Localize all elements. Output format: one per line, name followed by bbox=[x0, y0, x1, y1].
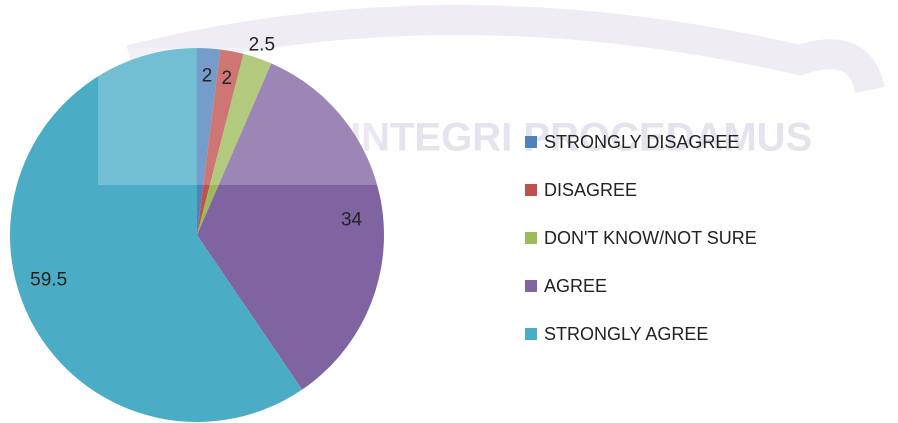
legend-label: DON'T KNOW/NOT SURE bbox=[544, 228, 757, 248]
pie bbox=[10, 48, 385, 423]
legend-swatch bbox=[525, 328, 537, 340]
data-label: 59.5 bbox=[30, 270, 67, 291]
legend: STRONGLY DISAGREE DISAGREE DON'T KNOW/NOT … bbox=[525, 132, 757, 344]
watermark-ribbon bbox=[126, 5, 885, 94]
legend-swatch bbox=[525, 232, 537, 244]
pie-slice bbox=[197, 49, 244, 236]
data-label: 2.5 bbox=[249, 35, 275, 56]
data-label: 34 bbox=[341, 209, 363, 230]
data-labels: 2 2 2.5 34 59.5 bbox=[30, 35, 362, 291]
pie-slice bbox=[10, 48, 303, 423]
legend-label: AGREE bbox=[544, 276, 607, 296]
legend-swatch bbox=[525, 280, 537, 292]
legend-label: DISAGREE bbox=[544, 180, 637, 200]
pie-slice bbox=[197, 48, 221, 235]
pie-slice bbox=[197, 63, 385, 390]
data-label: 2 bbox=[221, 68, 232, 89]
pie-slice bbox=[197, 53, 272, 235]
legend-label: STRONGLY AGREE bbox=[544, 324, 708, 344]
data-label: 2 bbox=[202, 65, 213, 86]
watermark: INTEGRI PROCEDAMUS bbox=[350, 116, 812, 160]
legend-swatch bbox=[525, 136, 537, 148]
legend-label: STRONGLY DISAGREE bbox=[544, 132, 739, 152]
legend-swatch bbox=[525, 184, 537, 196]
watermark-overlay bbox=[98, 48, 380, 185]
